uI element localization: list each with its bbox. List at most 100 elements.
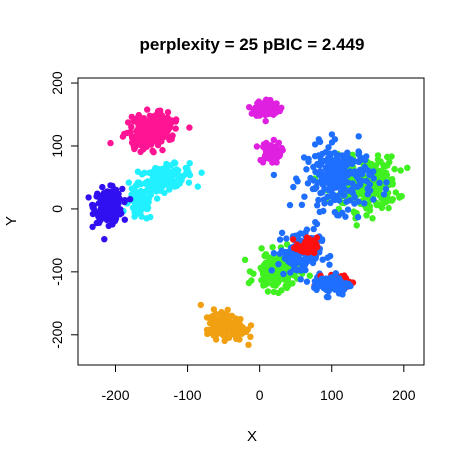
data-point [332,164,339,171]
data-point [335,212,342,219]
data-point [364,191,371,198]
data-point [236,330,243,338]
data-point [355,133,362,140]
data-point [162,174,169,181]
data-point [270,111,277,118]
data-point [258,245,265,252]
data-point [154,108,162,115]
data-point [126,196,134,203]
data-point [247,333,254,340]
data-point [339,291,346,298]
data-point [153,183,160,190]
data-point [258,111,266,118]
data-point [131,213,138,220]
data-point [110,217,117,224]
x-tick-label: 0 [256,387,264,403]
data-point [346,197,354,204]
data-point [324,254,331,261]
data-point [298,201,306,208]
data-point [135,111,142,119]
data-point [138,131,145,138]
data-point [270,171,278,179]
y-axis: -200 -100 0 100 200 [49,71,79,349]
data-point [376,168,383,176]
data-point [349,186,356,193]
data-point [285,248,292,256]
data-point [322,173,329,180]
data-point [137,141,144,148]
data-point [311,249,318,257]
data-point [237,315,244,323]
data-point [331,136,339,143]
data-point [147,213,154,221]
data-point [119,185,126,193]
data-point [364,185,371,192]
data-point [253,143,261,150]
data-point [255,98,262,105]
data-point [359,168,366,176]
data-point [396,194,403,201]
data-point [306,272,313,279]
data-point [356,179,364,186]
data-point [289,280,296,287]
data-point [311,141,319,148]
data-point [321,285,328,292]
data-point [379,200,386,208]
data-point [296,259,303,266]
data-point [333,278,341,285]
data-point [129,204,137,211]
data-point [125,179,132,186]
data-point [297,276,304,283]
data-point [224,306,231,313]
data-point [389,176,396,183]
data-point [289,236,297,243]
data-point [293,175,300,182]
data-point [237,321,244,329]
data-point [142,135,149,142]
data-point [270,136,277,144]
data-point [107,139,114,147]
data-point [275,139,282,146]
data-point [261,261,268,268]
data-point [286,201,294,209]
data-point [97,195,104,202]
data-point [327,162,334,169]
data-point [124,129,131,137]
data-point [103,210,110,218]
data-point [248,110,255,117]
data-point [328,191,336,199]
data-point [152,123,159,131]
data-point [116,195,123,202]
data-point [138,213,145,220]
data-point [287,254,294,261]
data-point [345,154,352,161]
data-point [323,293,331,301]
data-point [130,118,137,125]
data-point [139,126,146,133]
data-point [316,162,323,169]
data-point [245,279,253,287]
data-point [244,326,251,333]
data-point [172,125,179,132]
data-point [278,104,285,112]
data-point [85,194,92,201]
data-point [404,164,411,171]
data-point [351,193,358,201]
data-point [250,270,257,277]
data-points [85,96,411,348]
data-point [311,153,319,160]
data-point [383,179,390,186]
data-point [302,229,309,236]
data-point [276,250,284,257]
data-point [218,308,225,316]
data-point [372,162,380,169]
data-point [261,252,268,260]
data-point [185,179,193,186]
data-point [253,112,260,119]
data-point [168,135,175,143]
data-point [361,163,368,171]
data-point [327,154,334,162]
data-point [103,216,111,224]
data-point [280,270,287,278]
